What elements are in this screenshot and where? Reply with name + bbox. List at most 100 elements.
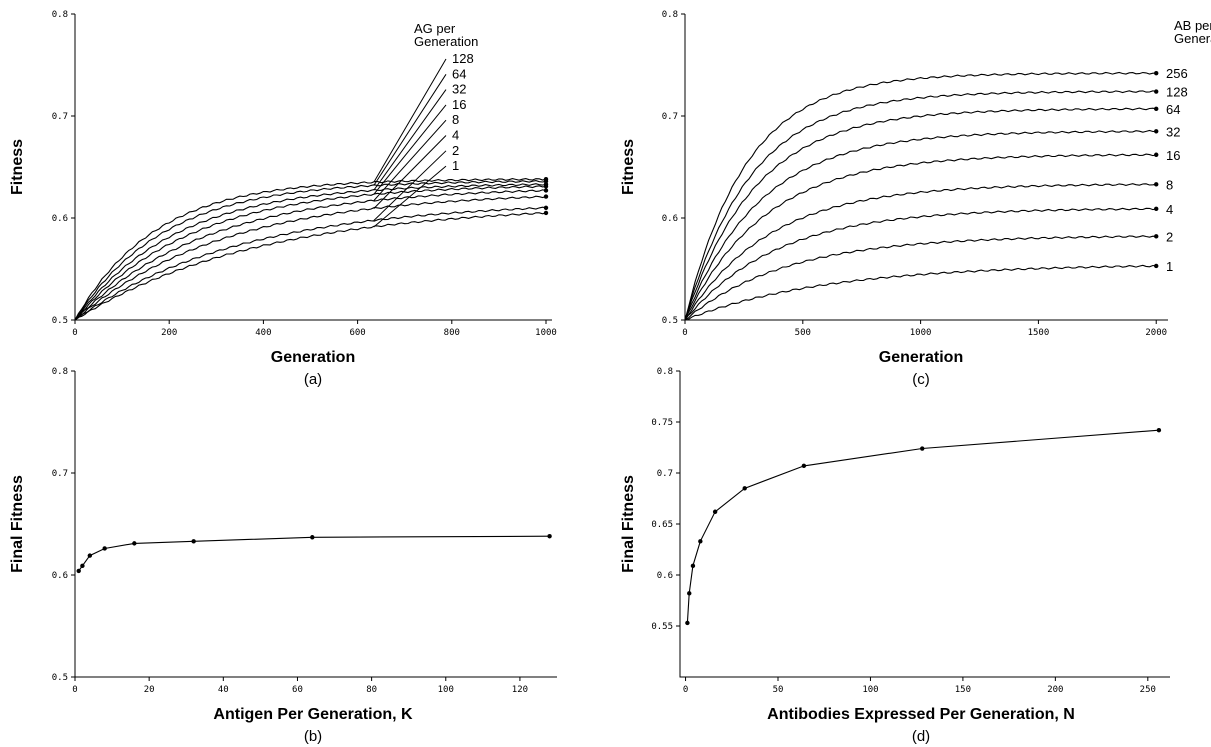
panel-c-series-end-point xyxy=(1154,89,1159,94)
panel-a-series-line xyxy=(74,212,547,321)
panel-a-xtick-label: 200 xyxy=(161,328,177,338)
panel-a-legend-title: Generation xyxy=(414,34,478,49)
panel-a-xtick-label: 400 xyxy=(255,328,271,338)
panel-b-ytick-label: 0.6 xyxy=(52,571,68,581)
panel-b-series xyxy=(76,534,552,574)
panel-a-series-line xyxy=(74,206,547,321)
panel-c-series-label: 4 xyxy=(1166,202,1173,217)
panel-d-ytick-label: 0.6 xyxy=(657,571,673,581)
panel-c-series-line xyxy=(684,107,1157,321)
panel-a-series-line xyxy=(74,189,547,321)
panel-c-series-label: 16 xyxy=(1166,148,1180,163)
panel-c-series-line xyxy=(684,207,1157,321)
panel-d-ytick-label: 0.55 xyxy=(651,622,673,632)
panel-a-series-end-point xyxy=(543,184,549,189)
panel-b-point xyxy=(132,541,137,546)
panel-b-point xyxy=(547,534,552,539)
panel-a-series-end-point xyxy=(543,194,549,199)
panel-c-series-end-point xyxy=(1154,129,1159,134)
panel-b-ytick-label: 0.7 xyxy=(52,469,68,479)
panel-d-xtick-label: 100 xyxy=(862,685,878,695)
panel-c-xtick-label: 2000 xyxy=(1145,328,1167,338)
panel-a-xtick-label: 1000 xyxy=(535,328,557,338)
panel-a-legend-entry: 32 xyxy=(452,82,466,97)
panel-a-ticks: 0 200 400 600 800 1000 0.5 0.6 0.7 0.8 xyxy=(52,10,557,338)
panel-a-xtick-label: 800 xyxy=(444,328,460,338)
panel-b-ytick-label: 0.5 xyxy=(52,673,68,683)
panel-d-point xyxy=(1156,427,1162,433)
panel-b-point xyxy=(76,568,81,574)
panel-a-legend-entry: 2 xyxy=(452,143,459,158)
panel-b-xtick-label: 0 xyxy=(72,685,77,695)
panel-d-xtick-label: 0 xyxy=(683,685,688,695)
panel-c-series-end-point xyxy=(1154,182,1159,187)
panel-b-point xyxy=(102,546,107,551)
panel-d-xlabel: Antibodies Expressed Per Generation, N xyxy=(767,706,1075,723)
panel-b-ylabel: Final Fitness xyxy=(9,475,26,573)
panel-d-point xyxy=(690,563,696,569)
panel-c-series-line xyxy=(684,90,1157,321)
panel-b-xtick-label: 80 xyxy=(366,685,377,695)
panel-a-series-line xyxy=(74,178,547,321)
panel-b-point xyxy=(80,563,85,569)
panel-c-series-end-point xyxy=(1154,152,1159,157)
panel-d-ytick-label: 0.7 xyxy=(657,469,673,479)
panel-d-ytick-label: 0.75 xyxy=(651,418,673,428)
panel-c-series-label: 256 xyxy=(1166,66,1188,81)
panel-c-series-line xyxy=(684,153,1157,321)
panel-c-series-line xyxy=(684,264,1157,321)
panel-c-series-label: 1 xyxy=(1166,259,1173,274)
panel-d-caption: (d) xyxy=(912,728,930,745)
panel-c-series-line xyxy=(684,129,1157,321)
panel-a-series-end-point xyxy=(543,179,549,184)
panel-b-point xyxy=(87,553,93,558)
panel-c-series-label: 8 xyxy=(1166,177,1173,192)
panel-b-xtick-label: 120 xyxy=(512,685,528,695)
panel-b-xtick-label: 20 xyxy=(144,685,155,695)
panel-a-xtick-label: 600 xyxy=(349,328,365,338)
panel-a-legend-leader xyxy=(373,58,447,183)
panel-d-point xyxy=(742,486,747,491)
panel-b-xtick-label: 60 xyxy=(292,685,303,695)
panel-d-point xyxy=(712,509,718,514)
panel-a-ytick-label: 0.5 xyxy=(52,316,68,326)
panel-c-series-label: 128 xyxy=(1166,85,1188,100)
panel-c-xtick-label: 1500 xyxy=(1028,328,1050,338)
panel-d-point xyxy=(698,539,703,544)
panel-a-ytick-label: 0.6 xyxy=(52,214,68,224)
panel-a-legend-entry: 4 xyxy=(452,128,459,143)
panel-b-xlabel: Antigen Per Generation, K xyxy=(213,706,413,723)
panel-a-axes xyxy=(74,14,552,321)
panel-a-legend-leader xyxy=(373,74,447,186)
panel-d-ytick-label: 0.8 xyxy=(657,367,673,377)
panel-c-series-line xyxy=(684,235,1157,321)
panel-c-legend-title: AB per xyxy=(1174,18,1211,33)
panel-b-xtick-label: 100 xyxy=(438,685,454,695)
panel-c-ytick-label: 0.8 xyxy=(662,10,678,20)
panel-a-series-line xyxy=(74,195,547,321)
panel-a-ylabel: Fitness xyxy=(9,139,26,195)
panel-a-series xyxy=(74,177,549,321)
panel-b-ytick-label: 0.8 xyxy=(52,367,68,377)
panel-c-ticks: 0 500 1000 1500 2000 0.5 0.6 0.7 0.8 xyxy=(662,10,1167,338)
panel-b-antigen-vs-final-fitness: 0 20 40 60 80 100 120 0.5 0.6 0.7 0.8 Antigen Per … xyxy=(9,367,557,745)
panel-d-xtick-label: 250 xyxy=(1140,685,1156,695)
panel-c-series xyxy=(684,70,1159,321)
panel-b-ticks: 0 20 40 60 80 100 120 0.5 0.6 0.7 0.8 xyxy=(52,367,528,695)
panel-c-series-end-point xyxy=(1154,106,1159,112)
panel-a-ytick-label: 0.8 xyxy=(52,10,68,20)
panel-a-legend-leader xyxy=(373,104,447,195)
panel-c-xtick-label: 1000 xyxy=(910,328,932,338)
panel-a-legend-entry: 16 xyxy=(452,97,466,112)
panel-a-series-end-point xyxy=(543,205,549,210)
panel-d-xtick-label: 150 xyxy=(955,685,971,695)
panel-a-caption: (a) xyxy=(304,371,322,388)
panel-d-ytick-label: 0.65 xyxy=(651,520,673,530)
panel-a-series-line xyxy=(74,185,547,321)
panel-d-xtick-label: 50 xyxy=(773,685,784,695)
panel-d-xtick-label: 200 xyxy=(1047,685,1063,695)
panel-d-series xyxy=(685,427,1162,626)
